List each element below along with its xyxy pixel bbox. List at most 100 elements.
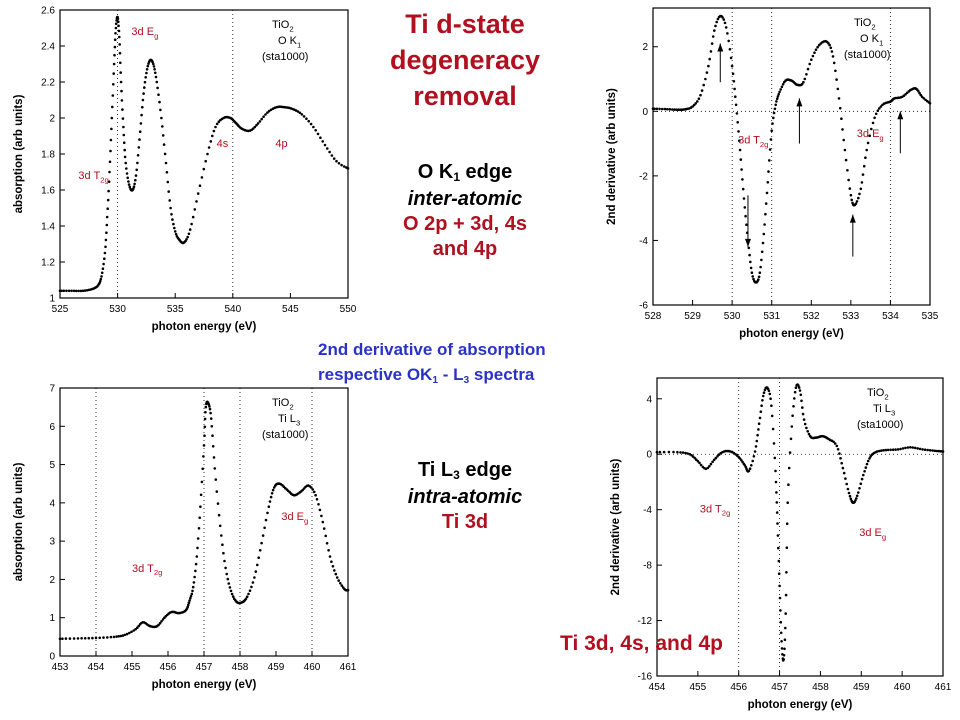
data-point bbox=[849, 497, 853, 501]
data-point bbox=[110, 127, 113, 131]
data-point bbox=[697, 97, 701, 100]
data-point bbox=[222, 551, 225, 555]
data-point bbox=[164, 161, 168, 165]
tl-edge-heading-text: Ti L bbox=[417, 459, 454, 481]
data-point bbox=[742, 197, 746, 200]
data-point bbox=[105, 223, 109, 227]
data-point bbox=[223, 559, 226, 563]
data-point bbox=[153, 68, 156, 71]
data-point bbox=[772, 116, 775, 120]
data-point bbox=[107, 189, 110, 193]
data-point bbox=[770, 404, 773, 407]
data-point bbox=[98, 636, 101, 640]
data-point bbox=[340, 584, 344, 587]
data-point bbox=[783, 638, 787, 641]
data-point bbox=[120, 99, 124, 102]
data-point bbox=[257, 556, 261, 559]
data-point bbox=[189, 594, 193, 598]
data-point bbox=[186, 235, 189, 239]
main-title: Ti d-state degeneracy removal bbox=[360, 6, 570, 114]
data-point bbox=[100, 271, 104, 275]
data-point bbox=[217, 513, 221, 517]
data-point bbox=[171, 218, 174, 221]
y-tick-label: 3 bbox=[49, 537, 55, 548]
data-point bbox=[204, 405, 208, 409]
y-tick-label: 1 bbox=[49, 294, 55, 305]
data-point bbox=[753, 450, 757, 453]
data-point bbox=[72, 289, 76, 293]
data-point bbox=[335, 159, 338, 163]
data-point bbox=[797, 384, 800, 387]
data-point bbox=[655, 107, 659, 111]
data-point bbox=[722, 18, 726, 21]
x-tick-label: 525 bbox=[52, 304, 69, 315]
data-point bbox=[298, 111, 302, 115]
data-point bbox=[108, 160, 112, 164]
data-point bbox=[696, 100, 699, 103]
data-point bbox=[702, 83, 705, 87]
data-point bbox=[166, 180, 170, 184]
data-point bbox=[828, 43, 831, 47]
data-point bbox=[128, 631, 131, 635]
data-point bbox=[842, 138, 845, 142]
data-point bbox=[122, 125, 125, 129]
data-point bbox=[846, 169, 849, 172]
data-point bbox=[139, 122, 143, 125]
data-point bbox=[757, 275, 761, 279]
data-point bbox=[117, 635, 121, 638]
data-point bbox=[174, 232, 178, 236]
data-point bbox=[109, 138, 113, 142]
data-point bbox=[311, 488, 315, 491]
data-point bbox=[188, 228, 192, 231]
data-point bbox=[741, 178, 744, 181]
data-point bbox=[748, 467, 752, 470]
y-tick-label: 6 bbox=[49, 422, 55, 433]
data-point bbox=[119, 61, 122, 65]
data-point bbox=[723, 21, 727, 25]
data-point bbox=[200, 176, 204, 179]
data-point bbox=[817, 43, 821, 47]
data-point bbox=[207, 146, 211, 149]
data-point bbox=[771, 122, 774, 125]
data-point bbox=[747, 469, 751, 473]
data-point bbox=[229, 589, 233, 593]
data-point bbox=[782, 658, 785, 661]
data-point bbox=[134, 178, 137, 182]
derivative-note-line-2: respective OK1 - L3 spectra bbox=[318, 362, 663, 390]
data-point bbox=[761, 399, 764, 402]
data-point bbox=[138, 138, 141, 141]
x-tick-label: 455 bbox=[690, 682, 707, 693]
data-point bbox=[813, 51, 816, 54]
data-point bbox=[762, 232, 766, 236]
data-point bbox=[791, 414, 794, 417]
data-point bbox=[816, 45, 819, 49]
data-point bbox=[117, 20, 120, 24]
data-point bbox=[767, 170, 770, 173]
data-point bbox=[839, 457, 842, 460]
data-point bbox=[739, 158, 743, 161]
data-point bbox=[127, 183, 131, 186]
data-point bbox=[708, 57, 711, 61]
data-point bbox=[878, 449, 881, 453]
x-tick-label: 455 bbox=[124, 662, 141, 673]
data-point bbox=[750, 271, 754, 275]
ok-edge-description: O K1 edge inter-atomic O 2p + 3d, 4s and… bbox=[395, 160, 535, 262]
legend-entry: TiO2 bbox=[272, 397, 294, 411]
data-point bbox=[188, 599, 191, 602]
data-point bbox=[123, 148, 126, 152]
x-axis-label: photon energy (eV) bbox=[152, 321, 257, 333]
annotation-label: 4p bbox=[275, 138, 287, 150]
x-tick-label: 458 bbox=[232, 662, 249, 673]
data-point bbox=[193, 208, 197, 211]
data-point bbox=[327, 549, 330, 552]
data-point bbox=[661, 107, 664, 111]
data-point bbox=[132, 629, 135, 632]
x-tick-label: 456 bbox=[160, 662, 177, 673]
data-point bbox=[768, 392, 772, 396]
data-point bbox=[833, 442, 837, 445]
data-point bbox=[127, 180, 130, 183]
data-point bbox=[743, 206, 747, 209]
data-point bbox=[715, 20, 718, 24]
data-point bbox=[165, 171, 169, 174]
note-part-b: - L bbox=[438, 365, 464, 384]
